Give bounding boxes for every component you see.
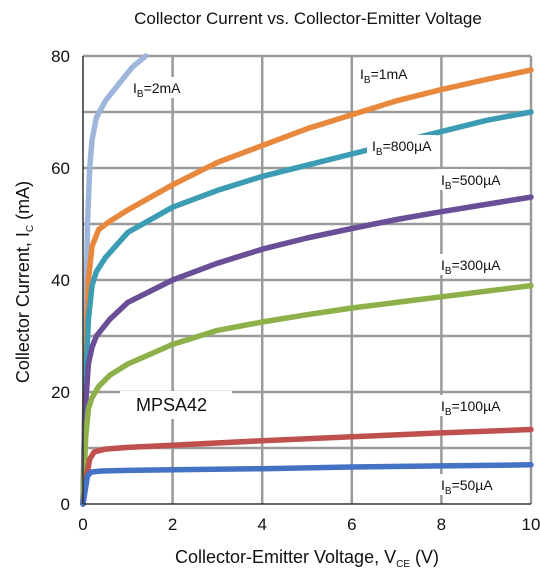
series-label-subscript: B [137, 89, 144, 100]
y-tick-label: 0 [61, 495, 70, 514]
series-label: IB=300µA [441, 257, 501, 277]
part-number-label: MPSA42 [136, 395, 207, 415]
series-label-subscript: B [445, 266, 452, 277]
series-label-subscript: B [445, 407, 452, 418]
y-tick-label: 20 [51, 383, 70, 402]
series-label-base: I [441, 477, 445, 493]
series-label: IB=800µA [372, 138, 432, 158]
series-label-subscript: B [364, 75, 371, 86]
series-label-bg [436, 169, 506, 190]
series-lines [80, 53, 534, 507]
series-label-value: =1mA [371, 66, 409, 82]
series-label-base: I [372, 138, 376, 154]
y-axis-title-subscript: C [25, 225, 36, 232]
chart-title: Collector Current vs. Collector-Emitter … [134, 9, 482, 28]
series-label-bg [128, 77, 186, 98]
series-label-base: I [360, 66, 364, 82]
series-line [80, 426, 534, 507]
y-axis-title: Collector Current, IC (mA) [13, 181, 36, 383]
x-axis-title-subscript: CE [396, 559, 410, 570]
x-axis-title-unit: (V) [410, 547, 439, 567]
grid [83, 54, 533, 504]
y-axis-title-unit: (mA) [13, 181, 33, 225]
series-label: IB=100µA [441, 398, 501, 418]
series-label-base: I [441, 172, 445, 188]
series-label-subscript: B [376, 147, 383, 158]
series-label-subscript: B [445, 181, 452, 192]
x-tick-label: 0 [78, 515, 87, 534]
x-tick-label: 6 [347, 515, 356, 534]
series-line [80, 462, 534, 507]
x-tick-label: 10 [522, 515, 540, 534]
series-label-bg [436, 254, 506, 275]
series-label-value: =50µA [452, 477, 494, 493]
series-label: IB=1mA [360, 66, 408, 86]
series-line [80, 194, 534, 507]
y-tick-label: 40 [51, 271, 70, 290]
tick-labels: 0 20 40 60 80 0 2 4 6 8 10 [51, 47, 540, 534]
series-line [80, 67, 534, 507]
series-label: IB=2mA [133, 80, 181, 100]
series-label-base: I [133, 80, 137, 96]
series-label-value: =300µA [452, 257, 502, 273]
series-label-base: I [441, 398, 445, 414]
y-axis-title-main: Collector Current, I [13, 232, 33, 383]
series-label: IB=50µA [441, 477, 493, 497]
series-label-bg [355, 63, 413, 84]
axis-titles: Collector-Emitter Voltage, VCE (V)Collec… [13, 181, 439, 570]
part-number-label-bg [120, 391, 232, 419]
x-tick-label: 4 [257, 515, 266, 534]
x-tick-label: 2 [168, 515, 177, 534]
x-axis-title: Collector-Emitter Voltage, VCE (V) [175, 547, 439, 570]
series-line [80, 282, 534, 507]
series-label-subscript: B [445, 486, 452, 497]
series-labels: IB=2mAIB=1mAIB=800µAIB=500µAIB=300µAIB=1… [120, 63, 506, 497]
series-label-value: =500µA [452, 172, 502, 188]
series-label-bg [436, 474, 498, 495]
series-label-bg [367, 135, 437, 156]
series-label-value: =800µA [383, 138, 433, 154]
y-tick-label: 80 [51, 47, 70, 66]
series-label-bg [436, 395, 506, 416]
series-label-base: I [441, 257, 445, 273]
x-tick-label: 8 [437, 515, 446, 534]
axes [82, 56, 531, 505]
x-axis-title-main: Collector-Emitter Voltage, V [175, 547, 396, 567]
y-tick-label: 60 [51, 159, 70, 178]
series-label-value: =100µA [452, 398, 502, 414]
series-label-value: =2mA [144, 80, 182, 96]
series-label: IB=500µA [441, 172, 501, 192]
